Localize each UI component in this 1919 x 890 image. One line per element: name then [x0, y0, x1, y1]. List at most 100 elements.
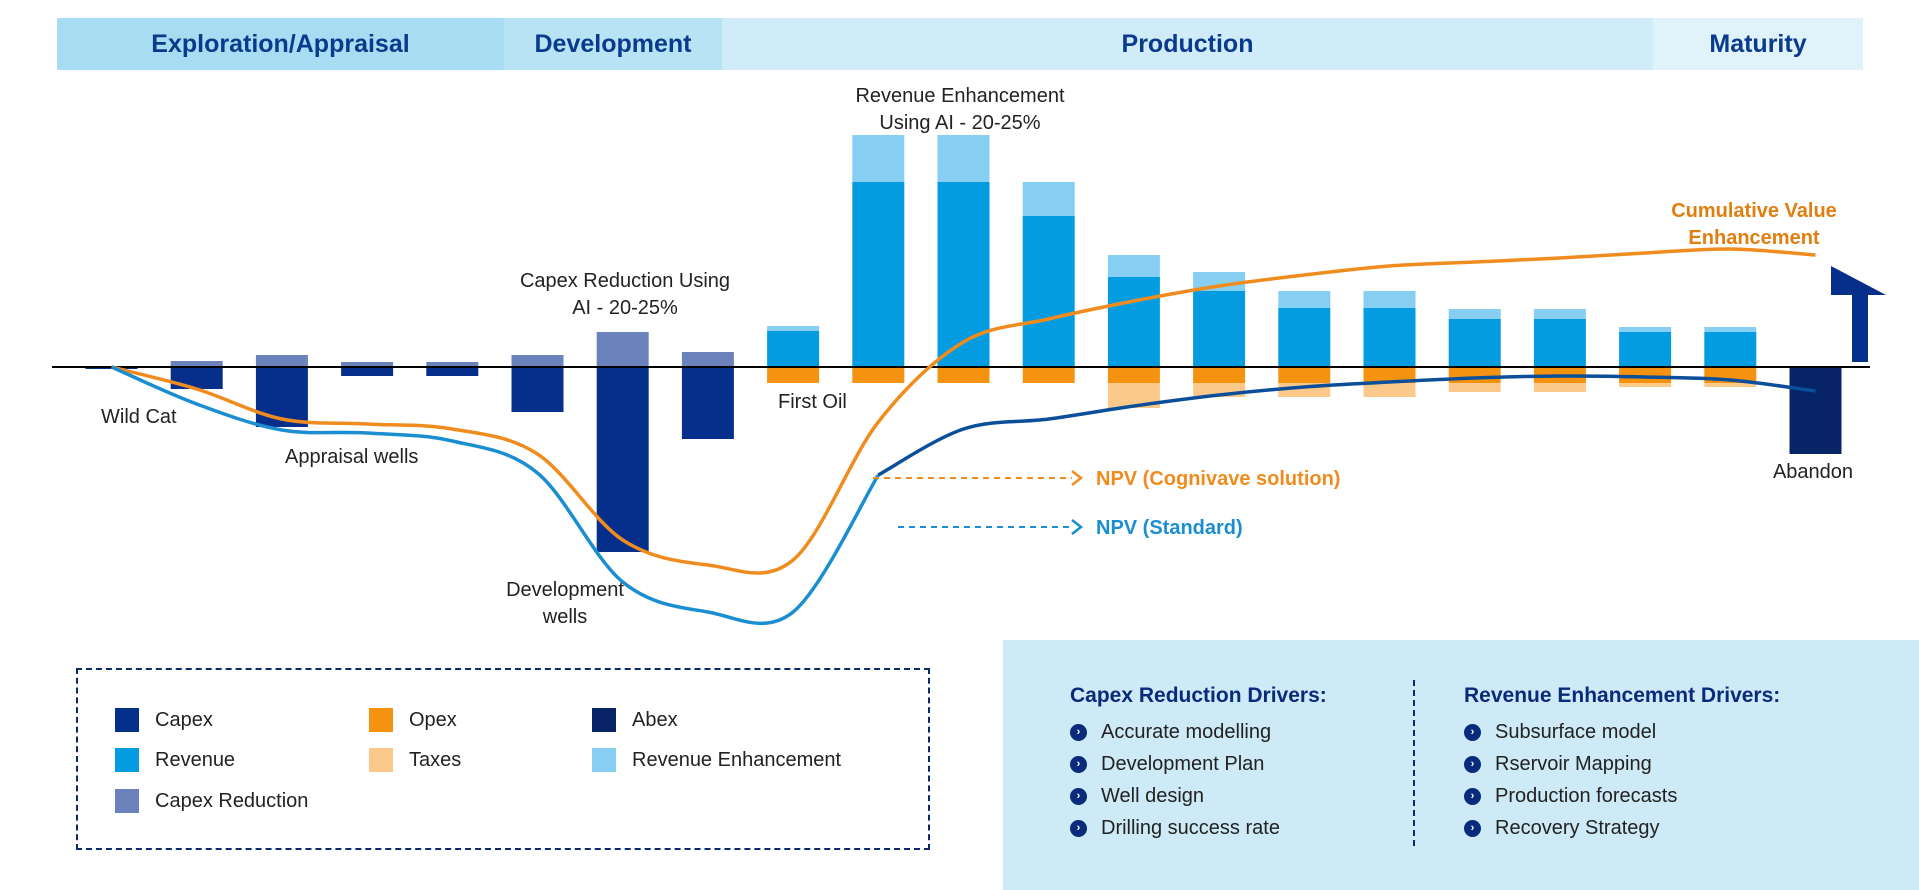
- chevron-right-icon: ›: [1464, 819, 1481, 837]
- taxes-bar: [1533, 383, 1586, 392]
- legend-item-revenue-enhancement: Revenue Enhancement: [592, 748, 841, 772]
- drivers-separator: [1413, 680, 1415, 846]
- label-npv-standard: NPV (Standard): [1096, 517, 1243, 539]
- up-arrow-icon: [1831, 266, 1886, 362]
- legend-item-capex-reduction: Capex Reduction: [115, 789, 308, 813]
- legend-label-abex: Abex: [632, 708, 678, 731]
- label-capex-reduction-line1: Capex Reduction Using: [520, 270, 730, 292]
- opex-bar: [767, 367, 820, 383]
- label-development-wells-line2: wells: [542, 606, 587, 628]
- opex-bar: [852, 367, 905, 383]
- revenue-driver-label: Rservoir Mapping: [1495, 752, 1652, 775]
- capex-drivers-title: Capex Reduction Drivers:: [1070, 684, 1327, 707]
- legend-item-abex: Abex: [592, 708, 678, 732]
- revenue-driver-item: › Recovery Strategy: [1464, 812, 1780, 844]
- revenue-bar: [937, 182, 990, 367]
- chevron-right-icon: ›: [1464, 755, 1481, 773]
- revenue-enhancement-bar: [937, 135, 990, 182]
- capex-driver-item: › Accurate modelling: [1070, 716, 1327, 748]
- legend-swatch-revenue: [115, 748, 139, 772]
- revenue-bar: [1022, 216, 1075, 367]
- legend-item-taxes: Taxes: [369, 748, 461, 772]
- legend-label-capex-reduction: Capex Reduction: [155, 789, 309, 812]
- legend-swatch-opex: [369, 708, 393, 732]
- capex-reduction-bar: [681, 352, 734, 367]
- revenue-bar: [1107, 277, 1160, 367]
- chevron-right-icon: ›: [1070, 755, 1087, 773]
- revenue-bar: [1278, 308, 1331, 367]
- capex-driver-label: Well design: [1101, 784, 1205, 807]
- capex-reduction-bar: [511, 355, 564, 367]
- chevron-right-icon: ›: [1070, 819, 1087, 837]
- revenue-driver-item: › Production forecasts: [1464, 780, 1780, 812]
- opex-bar: [1107, 367, 1160, 383]
- revenue-driver-label: Production forecasts: [1495, 784, 1678, 807]
- revenue-enhancement-bar: [852, 135, 905, 182]
- abex-bar: [1789, 367, 1842, 454]
- capex-bar: [255, 367, 308, 427]
- label-revenue-enhancement-line2: Using AI - 20-25%: [879, 112, 1040, 134]
- revenue-bar: [1363, 308, 1416, 367]
- legend-label-revenue: Revenue: [155, 748, 236, 771]
- capex-driver-item: › Well design: [1070, 780, 1327, 812]
- phase-bar: Exploration/Appraisal Development Produc…: [57, 18, 1863, 70]
- capex-reduction-bar: [170, 361, 223, 367]
- revenue-bar: [852, 182, 905, 367]
- capex-driver-item: › Development Plan: [1070, 748, 1327, 780]
- npv-standard-arrow-head: [1071, 519, 1084, 535]
- chart-annotations: Wild Cat Appraisal wells Development wel…: [101, 85, 1853, 628]
- opex-bar: [937, 367, 990, 383]
- taxes-bar: [1448, 383, 1501, 392]
- chevron-right-icon: ›: [1070, 787, 1087, 805]
- revenue-enhancement-bar: [1193, 272, 1246, 291]
- capex-driver-label: Drilling success rate: [1101, 816, 1280, 839]
- capex-drivers-column: Capex Reduction Drivers: › Accurate model…: [1070, 684, 1327, 844]
- legend-item-opex: Opex: [369, 708, 457, 732]
- legend-label-capex: Capex: [155, 708, 213, 731]
- legend-swatch-taxes: [369, 748, 393, 772]
- revenue-bar: [1704, 332, 1757, 367]
- capex-bar: [681, 367, 734, 439]
- capex-driver-item: › Drilling success rate: [1070, 812, 1327, 844]
- taxes-bar: [1704, 383, 1757, 387]
- revenue-driver-item: › Subsurface model: [1464, 716, 1780, 748]
- drivers-panel: Capex Reduction Drivers: › Accurate model…: [1003, 640, 1919, 890]
- revenue-bar: [1448, 319, 1501, 367]
- label-cumulative-value-line1: Cumulative Value: [1671, 200, 1837, 222]
- phase-production: Production: [722, 18, 1653, 70]
- opex-bar: [1448, 367, 1501, 383]
- revenue-enhancement-bar: [1704, 327, 1757, 332]
- capex-reduction-bar: [255, 355, 308, 367]
- revenue-enhancement-bar: [1022, 182, 1075, 216]
- revenue-enhancement-bar: [1448, 309, 1501, 319]
- bars-group: [85, 135, 1842, 552]
- phase-development: Development: [504, 18, 722, 70]
- npv-arrows: [873, 470, 1084, 535]
- revenue-enhancement-bar: [1533, 309, 1586, 319]
- revenue-enhancement-bar: [1619, 327, 1672, 332]
- capex-driver-label: Development Plan: [1101, 752, 1265, 775]
- capex-reduction-bar: [596, 332, 649, 367]
- npv-cognivave-curve: [111, 247, 1816, 575]
- label-cumulative-value-line2: Enhancement: [1688, 227, 1819, 249]
- capex-reduction-bar: [341, 362, 394, 367]
- revenue-bar: [1193, 291, 1246, 367]
- legend-label-opex: Opex: [409, 708, 457, 731]
- capex-reduction-bar: [426, 362, 479, 367]
- legend-box: Capex Opex Abex Revenue Taxes Revenue En…: [76, 668, 930, 850]
- revenue-enhancement-bar: [1278, 291, 1331, 308]
- opex-bar: [1363, 367, 1416, 383]
- opex-bar: [1022, 367, 1075, 383]
- revenue-enhancement-bar: [1363, 291, 1416, 308]
- revenue-bar: [1619, 332, 1672, 367]
- label-capex-reduction-line2: AI - 20-25%: [572, 297, 678, 319]
- phase-maturity: Maturity: [1653, 18, 1863, 70]
- legend-swatch-capex: [115, 708, 139, 732]
- npv-standard-curve-tail: [877, 374, 1816, 477]
- legend-swatch-capex-reduction: [115, 789, 139, 813]
- revenue-bar: [1533, 319, 1586, 367]
- npv-cognivave-arrow-head: [1071, 470, 1084, 486]
- npv-curves-group: [110, 247, 1816, 626]
- capex-bar: [426, 367, 479, 376]
- capex-bar: [341, 367, 394, 376]
